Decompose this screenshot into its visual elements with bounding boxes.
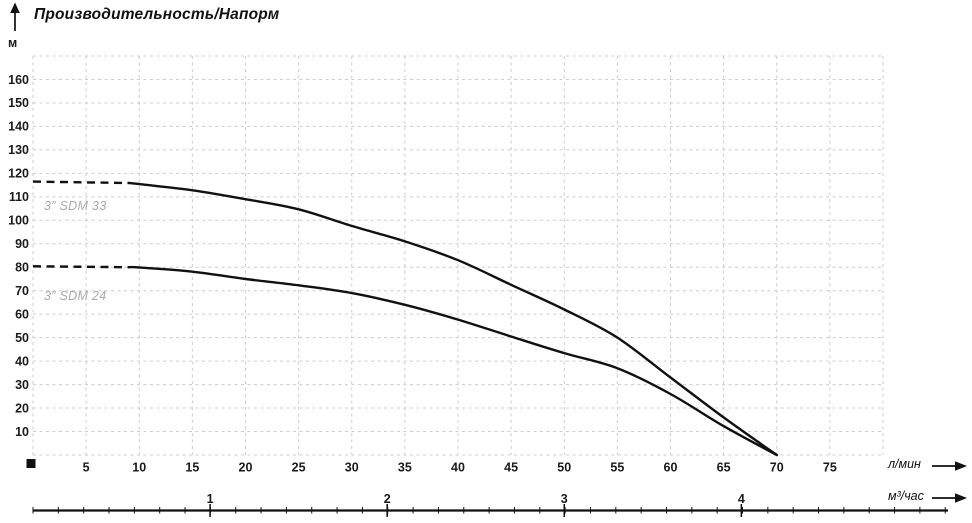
y-tick-label: 80 xyxy=(15,261,29,275)
y-tick-label: 110 xyxy=(9,190,29,204)
curve-label-sdm33: 3” SDM 33 xyxy=(44,199,107,213)
x-tick-label: 25 xyxy=(292,461,306,475)
x-axis-secondary-unit-label: м³/час xyxy=(888,489,924,503)
y-tick-label: 40 xyxy=(15,354,29,368)
secondary-tick-label: 4 xyxy=(738,492,745,506)
x-tick-label: 50 xyxy=(557,461,571,475)
series-curve-1 xyxy=(32,265,778,457)
origin-marker-square xyxy=(26,459,36,468)
x-tick-label: 35 xyxy=(398,461,412,475)
y-tick-label: 20 xyxy=(15,401,29,415)
y-tick-label: 140 xyxy=(8,120,29,134)
curve-solid-segment xyxy=(127,265,778,457)
x-tick-label: 30 xyxy=(345,461,359,475)
chart-title: Производительность/Напорм xyxy=(34,6,280,23)
y-tick-label: 100 xyxy=(8,214,29,228)
y-tick-label: 90 xyxy=(15,237,29,251)
x-tick-label: 40 xyxy=(451,461,465,475)
x-tick-label: 70 xyxy=(770,461,784,475)
secondary-axis: 1 2 3 4 xyxy=(32,492,948,517)
series-curve-0 xyxy=(32,180,778,457)
secondary-axis-right-arrow-icon xyxy=(932,493,967,503)
y-tick-label: 150 xyxy=(8,96,29,110)
y-axis-up-arrow-icon xyxy=(10,2,20,31)
y-tick-label: 30 xyxy=(15,378,29,392)
secondary-tick-label: 2 xyxy=(384,492,391,506)
x-tick-label: 60 xyxy=(664,461,678,475)
y-tick-label: 70 xyxy=(15,284,29,298)
curve-solid-segment xyxy=(127,181,778,457)
y-tick-label: 160 xyxy=(8,73,29,87)
x-tick-label: 75 xyxy=(823,461,837,475)
secondary-tick-label: 1 xyxy=(207,492,214,506)
curve-dashed-segment xyxy=(32,180,129,185)
x-tick-label: 10 xyxy=(132,461,146,475)
grid-lines xyxy=(32,55,884,456)
y-tick-labels: 10 20 30 40 50 60 70 80 90 100 110 120 130 140 150 160 xyxy=(8,73,29,439)
x-tick-label: 15 xyxy=(185,461,199,475)
y-axis-unit-label: м xyxy=(8,36,18,50)
x-tick-label: 5 xyxy=(83,461,90,475)
curve-label-sdm24: 3” SDM 24 xyxy=(44,289,107,303)
curve-dashed-segment xyxy=(32,265,129,269)
y-tick-label: 50 xyxy=(15,331,29,345)
x-tick-label: 45 xyxy=(504,461,518,475)
x-tick-labels: 5 10 15 20 25 30 35 40 45 50 55 60 65 70 75 xyxy=(83,461,837,475)
y-tick-label: 60 xyxy=(15,307,29,321)
x-tick-label: 20 xyxy=(239,461,253,475)
x-tick-label: 65 xyxy=(717,461,731,475)
y-tick-label: 10 xyxy=(15,425,29,439)
x-axis-primary-unit-label: л/мин xyxy=(888,457,921,471)
y-tick-label: 120 xyxy=(8,167,29,181)
y-tick-label: 130 xyxy=(8,143,29,157)
primary-axis-right-arrow-icon xyxy=(932,461,967,471)
secondary-tick-label: 3 xyxy=(561,492,568,506)
x-tick-label: 55 xyxy=(610,461,624,475)
